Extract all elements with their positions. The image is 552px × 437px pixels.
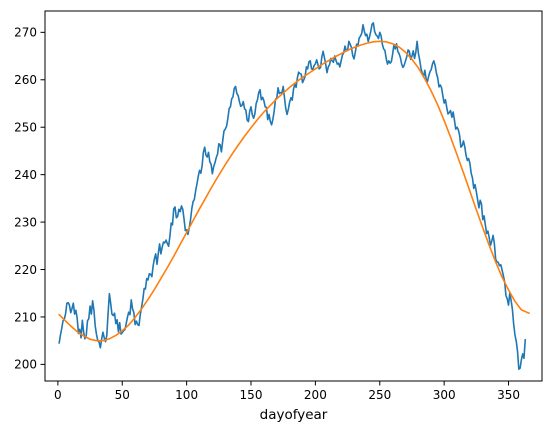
x-tick-label: 0 <box>54 388 62 402</box>
x-axis-label: dayofyear <box>260 407 328 423</box>
x-tick-label: 100 <box>175 388 198 402</box>
x-tick-label: 150 <box>240 388 263 402</box>
x-tick-label: 50 <box>115 388 130 402</box>
y-tick-label: 210 <box>14 310 37 324</box>
series-line-2 <box>58 40 530 342</box>
y-tick-label: 240 <box>14 168 37 182</box>
x-tick-label: 350 <box>497 388 520 402</box>
series-layer <box>58 22 530 370</box>
x-axis-ticks: 0 50 100 150 200 250 300 350 <box>54 381 520 402</box>
y-tick-label: 220 <box>14 263 37 277</box>
y-axis-ticks: 200 210 220 230 240 250 260 270 <box>14 26 45 372</box>
series-line-1 <box>58 22 527 370</box>
x-tick-label: 250 <box>368 388 391 402</box>
y-tick-label: 200 <box>14 358 37 372</box>
y-tick-label: 250 <box>14 121 37 135</box>
y-tick-label: 230 <box>14 215 37 229</box>
y-tick-label: 270 <box>14 26 37 40</box>
plot-frame <box>44 10 543 382</box>
x-tick-label: 300 <box>433 388 456 402</box>
x-tick-label: 200 <box>304 388 327 402</box>
y-tick-label: 260 <box>14 73 37 87</box>
